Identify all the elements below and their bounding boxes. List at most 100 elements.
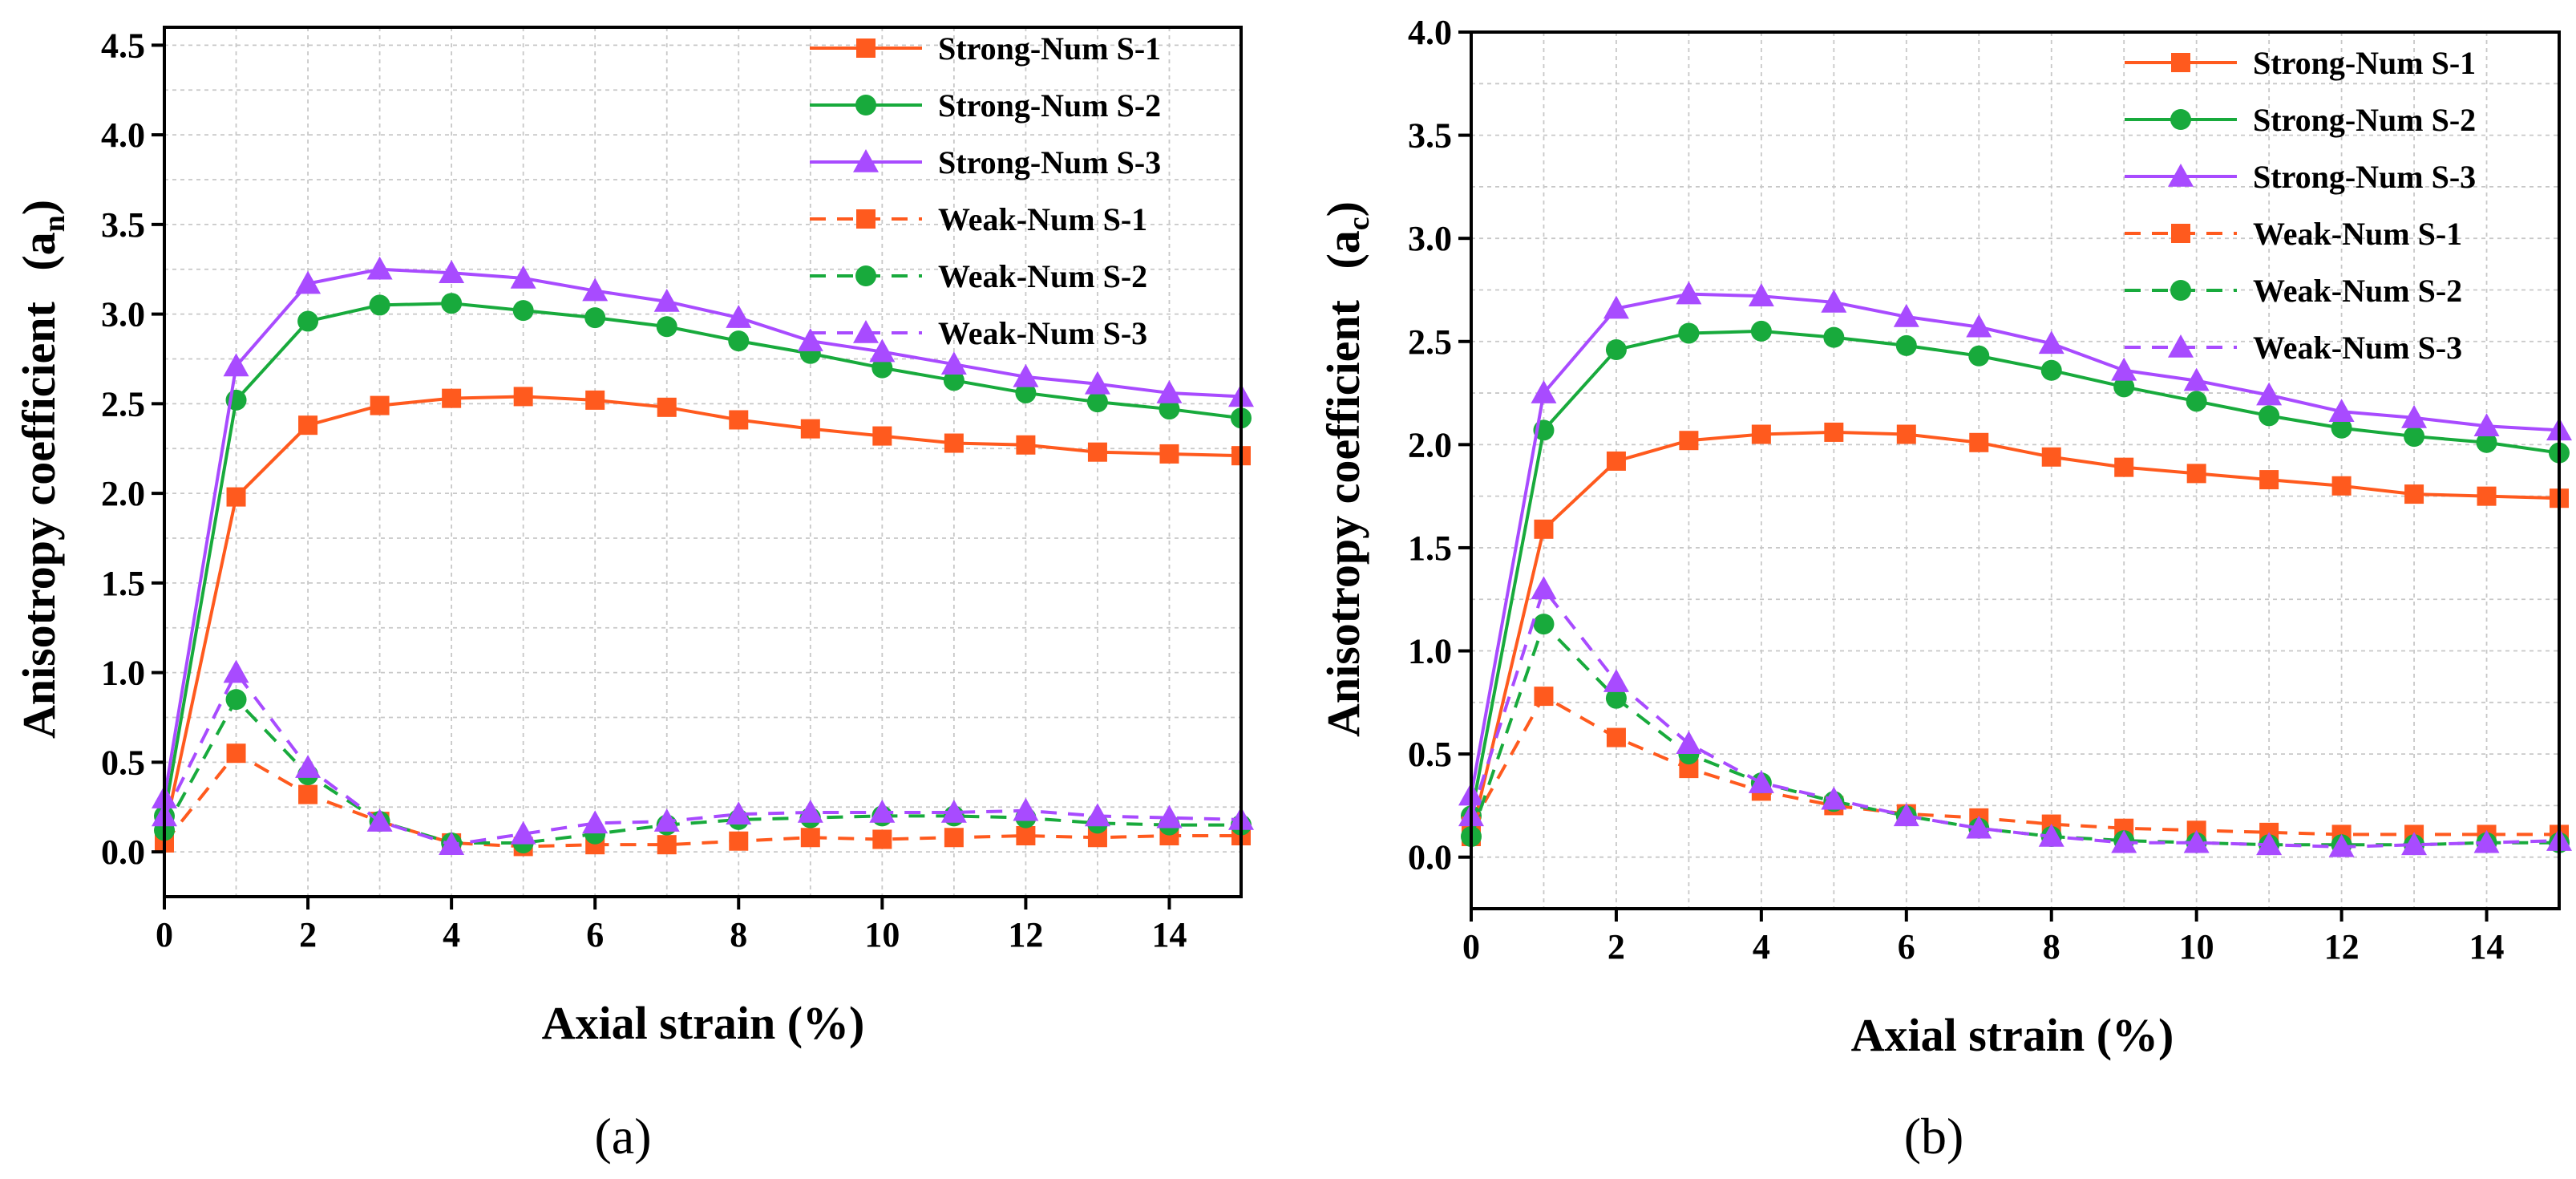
data-point	[1821, 289, 1847, 313]
legend-marker	[855, 95, 876, 115]
data-point	[510, 820, 536, 845]
grid-b	[1471, 32, 2559, 909]
data-point	[1087, 442, 1107, 462]
data-point	[1534, 687, 1554, 707]
series-line-weak-num-s-3	[1470, 587, 2560, 849]
data-point	[2111, 829, 2137, 853]
y-axis-subscript-a: n	[38, 215, 71, 232]
legend-marker	[856, 38, 876, 58]
data-point	[872, 829, 892, 849]
data-point	[1748, 283, 1774, 306]
data-point	[2331, 476, 2352, 496]
legend-label: Strong-Num S-3	[2253, 159, 2476, 195]
data-point	[369, 294, 390, 316]
data-point	[2038, 330, 2064, 355]
legend-marker	[2170, 109, 2191, 130]
data-point	[1968, 345, 1990, 367]
y-tick-label: 3.5	[101, 205, 145, 245]
legend-a: Strong-Num S-1 Strong-Num S-2 Strong-Num S…	[810, 30, 1161, 351]
data-point	[1533, 614, 1555, 635]
x-axis-label-a: Axial strain (%)	[542, 997, 865, 1049]
data-point	[1751, 424, 1771, 444]
data-point	[223, 659, 249, 683]
y-tick-label: 0.0	[101, 833, 145, 872]
data-point	[800, 419, 820, 439]
y-tick-label: 1.0	[101, 654, 145, 693]
data-point	[1605, 687, 1627, 709]
data-point	[1605, 339, 1627, 361]
x-tick-label: 6	[586, 915, 604, 954]
data-point	[797, 799, 823, 823]
data-point	[513, 387, 533, 407]
data-point	[1534, 519, 1554, 539]
data-point	[1159, 399, 1180, 420]
data-point	[1676, 281, 1702, 305]
data-point	[2477, 486, 2497, 506]
data-point	[872, 426, 892, 446]
data-point	[2114, 457, 2134, 477]
data-point	[726, 801, 752, 824]
data-point	[1821, 786, 1847, 810]
y-tick-label: 3.0	[101, 295, 145, 334]
data-point	[370, 395, 390, 415]
data-point	[1893, 803, 1919, 827]
y-axis-symbol-a: a	[13, 232, 65, 255]
data-point	[729, 831, 749, 851]
x-axis-label-b: Axial strain (%)	[1851, 1009, 2174, 1061]
legend-label: Weak-Num S-3	[938, 315, 1147, 351]
ticks-a: 0 2 4 6 8 10 12 14 0.0 0.5 1.0 1.5 2.0 2.5 3.0 3.5 4.0 4.…	[101, 26, 1187, 954]
data-point	[869, 799, 896, 823]
data-point	[2041, 447, 2061, 467]
ticks-b: 0 2 4 6 8 10 12 14 0.0 0.5 1.0 1.5 2.0 2.5 3.0 3.5 4.0	[1408, 13, 2505, 966]
legend-label: Strong-Num S-2	[938, 87, 1161, 124]
data-point	[1824, 422, 1844, 442]
data-point	[298, 784, 318, 804]
legend-b: Strong-Num S-1 Strong-Num S-2 Strong-Num S…	[2125, 45, 2476, 366]
data-point	[869, 338, 896, 363]
data-point	[298, 415, 318, 436]
data-point	[2473, 413, 2500, 437]
legend-marker	[2170, 280, 2191, 301]
data-point	[944, 828, 964, 848]
series-line-strong-num-s-3	[163, 267, 1242, 799]
series-line-strong-num-s-3	[1470, 292, 2560, 796]
data-point	[1531, 576, 1557, 600]
legend-marker	[853, 149, 879, 172]
data-point	[2404, 426, 2425, 448]
data-point	[1086, 391, 1108, 413]
y-axis-label-b: Anisotropy coefficient (ac)	[1317, 201, 1376, 737]
data-point	[1748, 770, 1774, 793]
chart-panel-b: 0 2 4 6 8 10 12 14 0.0 0.5 1.0 1.5 2.0 2.5 3.0 3.5 4.0 S…	[1317, 13, 2572, 1165]
legend-label: Strong-Num S-2	[2253, 102, 2476, 138]
y-tick-label: 3.5	[1408, 116, 1452, 156]
series-line-weak-num-s-2	[163, 698, 1241, 845]
data-point	[1678, 322, 1700, 344]
grid-a	[164, 27, 1241, 897]
x-tick-label: 12	[1008, 915, 1043, 954]
data-point	[726, 305, 752, 328]
y-tick-label: 0.5	[101, 743, 145, 782]
y-tick-label: 2.0	[101, 474, 145, 513]
x-tick-label: 0	[156, 915, 173, 954]
data-point	[1016, 435, 1036, 455]
legend-label: Strong-Num S-1	[2253, 45, 2476, 81]
data-point	[2111, 357, 2137, 381]
x-tick-label: 2	[1607, 927, 1625, 966]
legend-label: Weak-Num S-2	[938, 258, 1147, 294]
legend-label: Weak-Num S-2	[2253, 273, 2462, 309]
data-point	[653, 808, 680, 832]
data-point	[1603, 295, 1629, 319]
legend-label: Weak-Num S-1	[938, 201, 1147, 237]
data-point	[582, 278, 609, 302]
x-tick-label: 0	[1462, 927, 1480, 966]
data-point	[1603, 669, 1629, 692]
series-b	[1458, 281, 2572, 857]
data-point	[295, 270, 321, 294]
data-point	[2259, 405, 2280, 427]
chart-panel-a: 0 2 4 6 8 10 12 14 0.0 0.5 1.0 1.5 2.0 2.5 3.0 3.5 4.0 4.…	[13, 26, 1254, 1165]
series-line-strong-num-s-1	[1470, 430, 2560, 837]
legend-marker	[2171, 53, 2190, 72]
data-point	[1606, 727, 1626, 748]
legend-label: Weak-Num S-1	[2253, 216, 2462, 252]
data-point	[512, 300, 534, 322]
